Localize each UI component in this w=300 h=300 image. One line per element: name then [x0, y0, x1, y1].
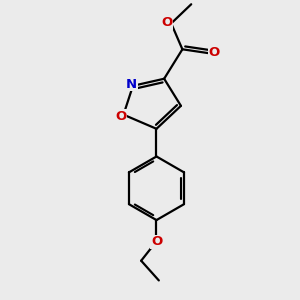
Text: O: O: [209, 46, 220, 59]
Text: O: O: [151, 236, 162, 248]
Text: O: O: [115, 110, 126, 123]
Text: N: N: [126, 78, 137, 91]
Text: O: O: [161, 16, 173, 29]
